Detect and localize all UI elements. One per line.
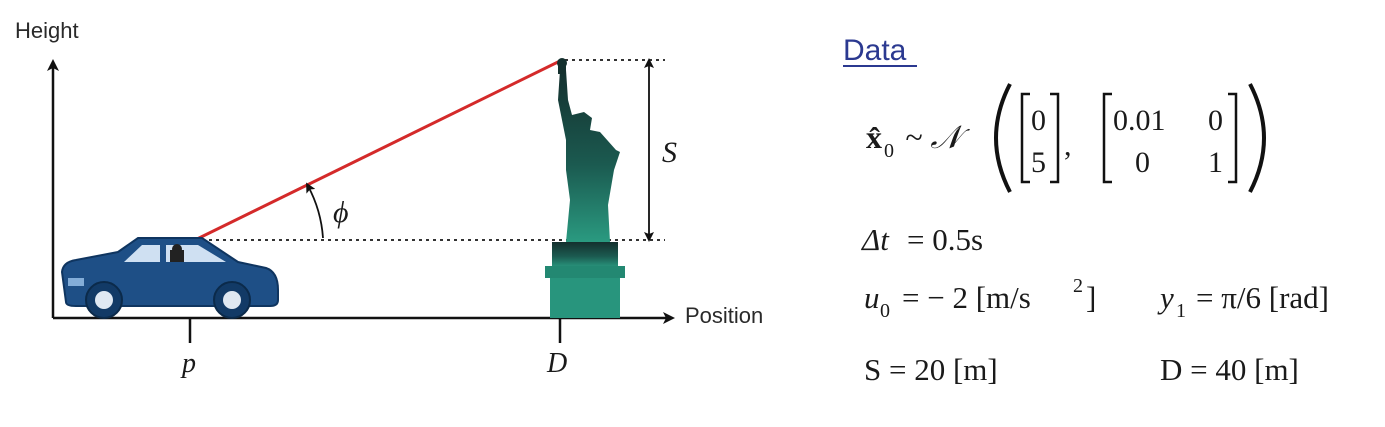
- big-right-paren: [1248, 83, 1266, 193]
- prior-equation: x̂ 0 ~ 𝒩 0 5 , 0.01 0 0 1: [866, 83, 1266, 193]
- angle-arc: [306, 182, 324, 239]
- mean-left-bracket: [1020, 92, 1030, 184]
- cov-left-bracket: [1102, 92, 1112, 184]
- measurement-equation: y 1 = π/6 [rad]: [1157, 280, 1329, 322]
- prior-distribution-symbol: ~ 𝒩: [905, 119, 970, 155]
- diagram: Height Position p D S ϕ: [15, 18, 763, 379]
- cov-entry-11: 1: [1208, 146, 1223, 179]
- input-equation: u 0 = − 2 [m/s 2 ]: [864, 275, 1096, 322]
- line-of-sight: [194, 58, 563, 242]
- data-panel: Data x̂ 0 ~ 𝒩 0 5 , 0.01 0 0 1 Δt: [843, 34, 1329, 387]
- label-p: p: [180, 348, 196, 379]
- statue-icon: [545, 58, 625, 318]
- mean-right-bracket: [1050, 92, 1060, 184]
- prior-lhs: x̂: [866, 119, 882, 155]
- cov-right-bracket: [1228, 92, 1238, 184]
- y-axis-label: Height: [15, 18, 79, 43]
- cov-entry-10: 0: [1135, 146, 1150, 179]
- s-equation: S = 20 [m]: [864, 352, 998, 387]
- cov-entry-00: 0.01: [1113, 104, 1166, 137]
- y1-subscript: 1: [1176, 300, 1186, 322]
- dt-value: = 0.5s: [907, 222, 983, 257]
- u0-superscript: 2: [1073, 275, 1083, 297]
- mean-entry-1: 5: [1031, 146, 1046, 179]
- dt-lhs: Δt: [860, 222, 890, 257]
- label-d: D: [546, 348, 567, 379]
- x-axis-label: Position: [685, 303, 763, 328]
- angle-label: ϕ: [333, 196, 349, 229]
- u0-value: = − 2 [m/s: [902, 280, 1031, 315]
- u0-close: ]: [1086, 280, 1096, 315]
- big-left-paren: [994, 83, 1012, 193]
- height-label: S: [662, 136, 677, 169]
- y1-value: = π/6 [rad]: [1196, 280, 1329, 315]
- u0-subscript: 0: [880, 300, 890, 322]
- mean-cov-separator: ,: [1064, 129, 1072, 162]
- data-title: Data: [843, 34, 907, 67]
- mean-entry-0: 0: [1031, 104, 1046, 137]
- prior-lhs-subscript: 0: [884, 140, 894, 162]
- d-equation: D = 40 [m]: [1160, 352, 1299, 387]
- car-icon: [60, 237, 279, 319]
- y1-lhs: y: [1157, 280, 1174, 315]
- timestep-equation: Δt = 0.5s: [860, 222, 983, 257]
- u0-lhs: u: [864, 280, 880, 315]
- cov-entry-01: 0: [1208, 104, 1223, 137]
